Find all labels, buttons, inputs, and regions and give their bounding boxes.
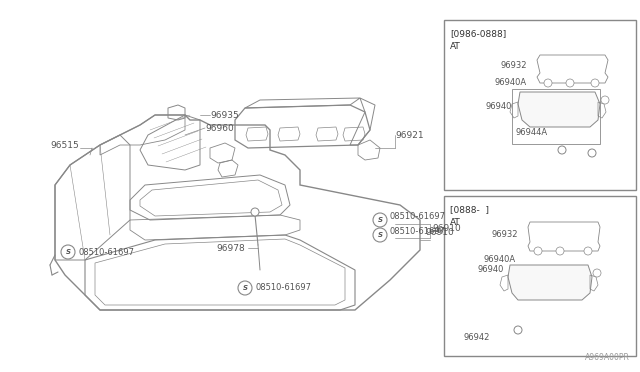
Text: 96960: 96960	[205, 124, 234, 132]
Text: 96940A: 96940A	[484, 256, 516, 264]
Text: 96910: 96910	[432, 224, 461, 232]
Polygon shape	[518, 92, 600, 127]
Text: 08510-61697: 08510-61697	[390, 227, 446, 235]
Text: AT: AT	[450, 42, 461, 51]
Circle shape	[544, 79, 552, 87]
Text: 08510-61697: 08510-61697	[78, 247, 134, 257]
Text: S: S	[65, 249, 70, 255]
Text: AT: AT	[450, 218, 461, 227]
Circle shape	[238, 281, 252, 295]
Text: [0986-0888]: [0986-0888]	[450, 29, 506, 38]
Text: 96978: 96978	[216, 244, 245, 253]
Text: 96515: 96515	[50, 141, 79, 150]
Text: 08510-61697: 08510-61697	[390, 212, 446, 221]
Text: 96940: 96940	[486, 102, 512, 110]
Bar	[444, 20, 636, 190]
Text: 96932: 96932	[492, 230, 518, 238]
Text: 96935: 96935	[210, 110, 239, 119]
Circle shape	[556, 247, 564, 255]
Circle shape	[593, 269, 601, 277]
Text: 08510-61697: 08510-61697	[255, 283, 311, 292]
Circle shape	[591, 79, 599, 87]
Text: 96944A: 96944A	[516, 128, 548, 137]
Circle shape	[588, 149, 596, 157]
Circle shape	[601, 96, 609, 104]
Text: 96910: 96910	[425, 228, 454, 237]
Circle shape	[558, 146, 566, 154]
Text: 96932: 96932	[500, 61, 527, 70]
Bar	[444, 196, 636, 356]
Text: 96942: 96942	[463, 333, 490, 341]
Bar	[512, 89, 600, 144]
Circle shape	[514, 326, 522, 334]
Circle shape	[251, 208, 259, 216]
Circle shape	[373, 213, 387, 227]
Text: S: S	[378, 217, 383, 223]
Text: 96940A: 96940A	[495, 77, 527, 87]
Polygon shape	[508, 265, 592, 300]
Text: 96921: 96921	[395, 131, 424, 140]
Text: S: S	[243, 285, 248, 291]
Circle shape	[373, 228, 387, 242]
Circle shape	[61, 245, 75, 259]
Text: S: S	[378, 232, 383, 238]
Text: 96940: 96940	[477, 266, 504, 275]
Circle shape	[584, 247, 592, 255]
Text: [0888-  ]: [0888- ]	[450, 205, 489, 215]
Text: A969A00PR: A969A00PR	[585, 353, 630, 362]
Circle shape	[566, 79, 574, 87]
Circle shape	[534, 247, 542, 255]
